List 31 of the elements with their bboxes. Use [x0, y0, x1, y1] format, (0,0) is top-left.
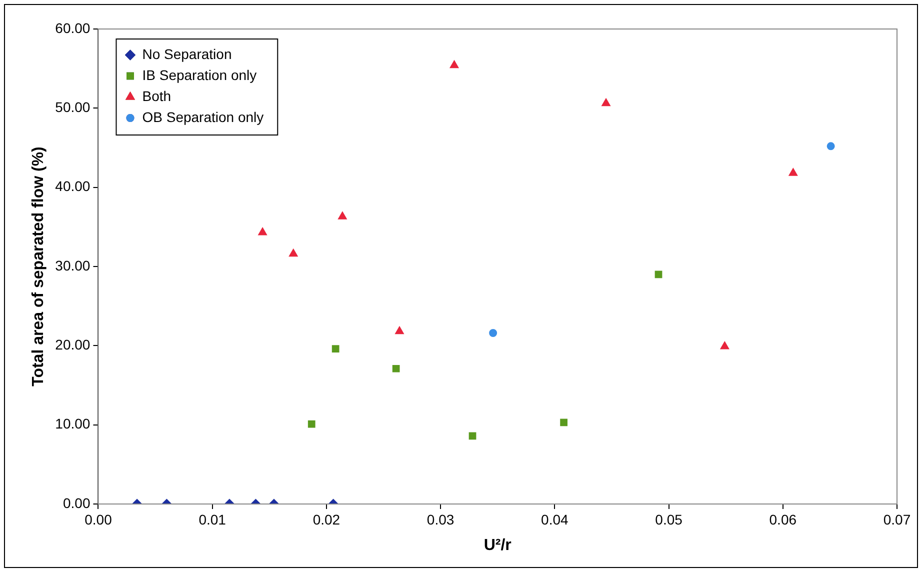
point [258, 227, 267, 236]
x-tick-label: 0.02 [312, 511, 340, 528]
legend-label: No Separation [142, 46, 232, 62]
y-tick-label: 30.00 [55, 257, 90, 274]
x-tick-label: 0.01 [198, 511, 226, 528]
point [450, 60, 459, 68]
x-tick-label: 0.00 [84, 511, 112, 528]
point [338, 212, 347, 220]
legend-label: IB Separation only [142, 66, 257, 83]
x-tick-label: 0.07 [883, 511, 911, 528]
y-axis-title: Total area of separated flow (%) [30, 146, 48, 386]
x-tick-label: 0.04 [541, 511, 569, 528]
point [720, 341, 730, 350]
point [654, 270, 662, 278]
x-tick-label: 0.06 [769, 511, 797, 528]
point [288, 248, 298, 257]
x-axis-title: U²/r [484, 536, 512, 554]
y-tick-label: 40.00 [55, 178, 90, 194]
point [602, 98, 610, 106]
y-tick-label: 10.00 [55, 416, 90, 432]
y-tick-label: 0.00 [62, 494, 90, 511]
x-tick-label: 0.05 [655, 511, 683, 528]
point [788, 168, 798, 176]
y-tick-label: 20.00 [55, 336, 90, 353]
y-tick-label: 50.00 [55, 99, 90, 116]
y-tick-label: 60.00 [55, 20, 90, 36]
point [395, 326, 404, 334]
point [826, 142, 835, 150]
x-tick-label: 0.03 [426, 511, 454, 528]
legend-label: Both [142, 88, 172, 104]
legend-label: OB Separation only [142, 108, 264, 125]
